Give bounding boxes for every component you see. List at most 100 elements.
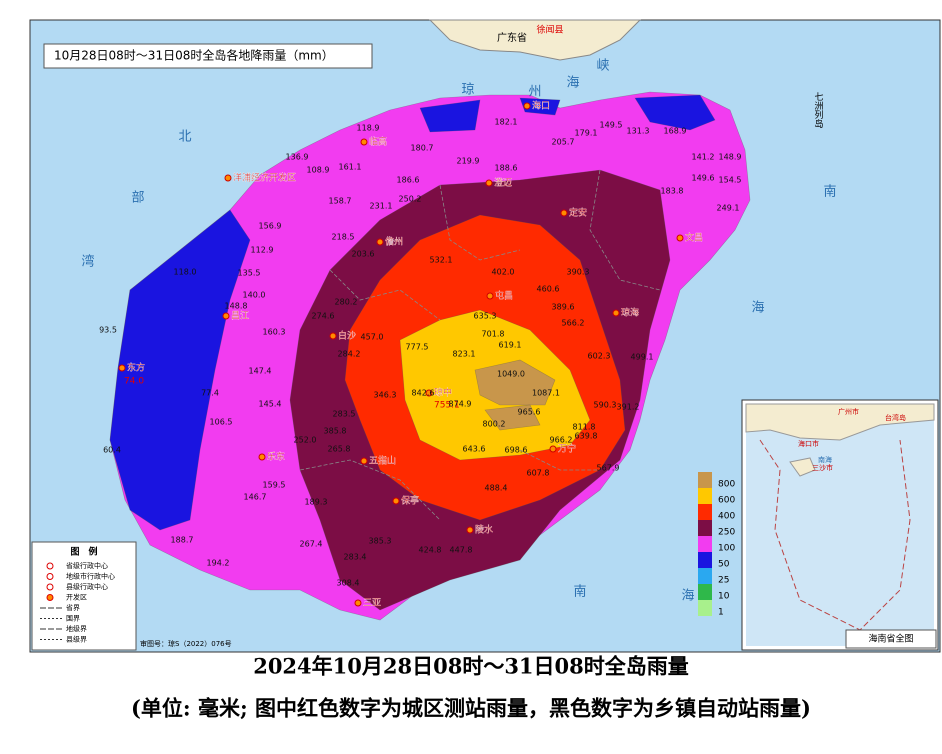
station-value: 385.3: [369, 537, 392, 546]
station-value: 159.5: [263, 481, 286, 490]
county-boundary: [329, 269, 441, 321]
county-boundary: [589, 169, 661, 291]
station-value: 265.8: [328, 445, 351, 454]
sea-label: 海: [681, 589, 694, 604]
station-value: 965.6: [518, 408, 541, 417]
station-value: 161.1: [339, 163, 362, 172]
city-value: 74.0: [124, 377, 144, 387]
inset-title-box: [845, 629, 937, 649]
city-label: 乐东: [267, 451, 285, 463]
station-value: 118.0: [174, 268, 197, 277]
scale-swatch: [698, 520, 712, 536]
scale-swatch: [698, 472, 712, 488]
inset-island: [789, 457, 816, 477]
station-value: 180.7: [411, 144, 434, 153]
city-label: 三亚: [363, 598, 381, 609]
key-item: 县级行政中心: [66, 582, 108, 591]
city-marker: [612, 309, 620, 317]
sea-label: 北: [178, 130, 191, 145]
city-marker: [549, 445, 557, 453]
sea-label: 峡: [596, 59, 609, 74]
station-value: 567.9: [597, 464, 620, 473]
station-value: 385.8: [324, 427, 347, 436]
station-value: 168.9: [664, 127, 687, 136]
mainland: [428, 19, 642, 61]
city-label: 白沙: [338, 330, 356, 342]
station-value: 701.8: [482, 330, 505, 339]
city-marker: [485, 179, 493, 187]
station-value: 205.7: [552, 138, 575, 147]
city-value: 755.1: [434, 401, 460, 411]
scale-label: 10: [718, 592, 730, 602]
station-value: 499.1: [631, 353, 654, 362]
station-value: 1087.1: [532, 389, 560, 398]
station-value: 250.2: [399, 195, 422, 204]
key-item: 开发区: [66, 593, 87, 602]
county-boundary: [439, 184, 521, 261]
rain-zone: [419, 99, 481, 133]
rain-zone: [519, 97, 561, 116]
station-value: 186.6: [397, 176, 420, 185]
station-value: 284.2: [338, 350, 361, 359]
scale-label: 50: [718, 560, 730, 570]
sea-label: 海: [566, 76, 579, 91]
sea-label: 湾: [81, 254, 94, 270]
city-marker: [222, 312, 230, 320]
station-value: 874.9: [449, 400, 472, 409]
station-value: 160.3: [263, 328, 286, 337]
city-label: 海口: [532, 100, 550, 112]
station-value: 147.4: [249, 367, 272, 376]
scale-swatch: [698, 536, 712, 552]
city-label: 澄迈: [494, 177, 512, 189]
station-value: 424.8: [419, 546, 442, 555]
station-value: 203.6: [352, 250, 375, 259]
rain-zone: [634, 94, 716, 131]
city-label: 屯昌: [495, 290, 513, 302]
station-value: 308.4: [337, 579, 360, 588]
key-item: 地级界: [66, 624, 87, 633]
key-item: 省级行政中心: [66, 561, 108, 570]
city-marker: [360, 457, 368, 465]
station-value: 149.6: [692, 174, 715, 183]
scale-swatch: [698, 584, 712, 600]
city-marker: [354, 599, 362, 607]
city-label: 文昌: [685, 232, 703, 244]
region-label: 七洲列岛: [813, 92, 824, 129]
city-label: 东方: [127, 362, 145, 374]
rain-zone: [109, 209, 251, 531]
station-value: 231.1: [370, 202, 393, 211]
scale-swatch: [698, 488, 712, 504]
inset-title: 海南省全图: [868, 633, 913, 645]
station-value: 698.6: [505, 446, 528, 455]
station-value: 183.8: [661, 187, 684, 196]
station-value: 842.6: [412, 389, 435, 398]
key-title: 图 例: [70, 546, 97, 558]
station-value: 188.6: [495, 164, 518, 173]
station-value: 182.1: [495, 118, 518, 127]
station-value: 460.6: [537, 285, 560, 294]
station-value: 145.4: [259, 400, 282, 409]
rain-zones: [109, 91, 751, 621]
station-value: 140.0: [243, 291, 266, 300]
station-value: 1049.0: [497, 370, 525, 379]
city-label: 洋浦经济开发区: [233, 172, 296, 184]
station-value: 488.4: [485, 484, 508, 493]
caption-note: (单位: 毫米; 图中红色数字为城区测站雨量，黑色数字为乡镇自动站雨量): [131, 696, 811, 721]
sea-label: 州: [528, 85, 541, 100]
station-value: 188.7: [171, 536, 194, 545]
station-value: 777.5: [406, 343, 429, 352]
station-value: 283.4: [344, 553, 367, 562]
station-value: 635.3: [474, 312, 497, 321]
station-value: 149.5: [600, 121, 623, 130]
city-marker: [466, 526, 474, 534]
city-marker: [118, 364, 126, 372]
city-label: 保亭: [401, 495, 419, 507]
sea-label: 南: [573, 584, 586, 600]
station-value: 457.0: [361, 333, 384, 342]
key-icon: [46, 562, 54, 570]
station-value: 532.1: [430, 256, 453, 265]
key-box: [31, 541, 137, 651]
city-marker: [676, 234, 684, 242]
sea-label: 部: [131, 191, 144, 206]
